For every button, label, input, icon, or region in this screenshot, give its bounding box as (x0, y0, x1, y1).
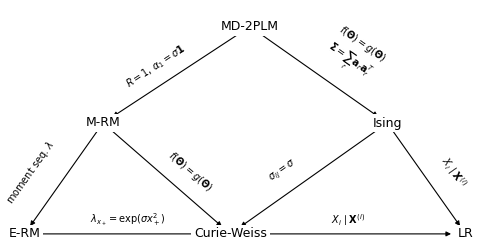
Text: $X_i \mid \mathbf{X}^{(i)}$: $X_i \mid \mathbf{X}^{(i)}$ (437, 154, 470, 190)
Text: LR: LR (458, 227, 473, 240)
Text: $R=1,\, \alpha_1 = \sigma\mathbf{1}$: $R=1,\, \alpha_1 = \sigma\mathbf{1}$ (123, 42, 188, 91)
Text: $\lambda_{x_+} = \exp(\sigma x_+^2)$: $\lambda_{x_+} = \exp(\sigma x_+^2)$ (90, 211, 166, 228)
Text: Ising: Ising (372, 117, 402, 129)
Text: M-RM: M-RM (86, 117, 120, 129)
Text: Curie-Weiss: Curie-Weiss (194, 227, 267, 240)
Text: $\sigma_{ij} = \sigma$: $\sigma_{ij} = \sigma$ (267, 157, 300, 185)
Text: $f(\boldsymbol{\Theta}) = g(\boldsymbol{\Theta})$
$\boldsymbol{\Sigma} = \sum_r : $f(\boldsymbol{\Theta}) = g(\boldsymbol{… (320, 22, 388, 88)
Text: $X_i \mid \mathbf{X}^{(i)}$: $X_i \mid \mathbf{X}^{(i)}$ (331, 212, 365, 228)
Text: MD-2PLM: MD-2PLM (221, 20, 279, 33)
Text: $f(\boldsymbol{\Theta}) = g(\boldsymbol{\Theta})$: $f(\boldsymbol{\Theta}) = g(\boldsymbol{… (165, 149, 215, 195)
Text: E-RM: E-RM (8, 227, 40, 240)
Text: moment seq. $\lambda$: moment seq. $\lambda$ (4, 138, 59, 207)
